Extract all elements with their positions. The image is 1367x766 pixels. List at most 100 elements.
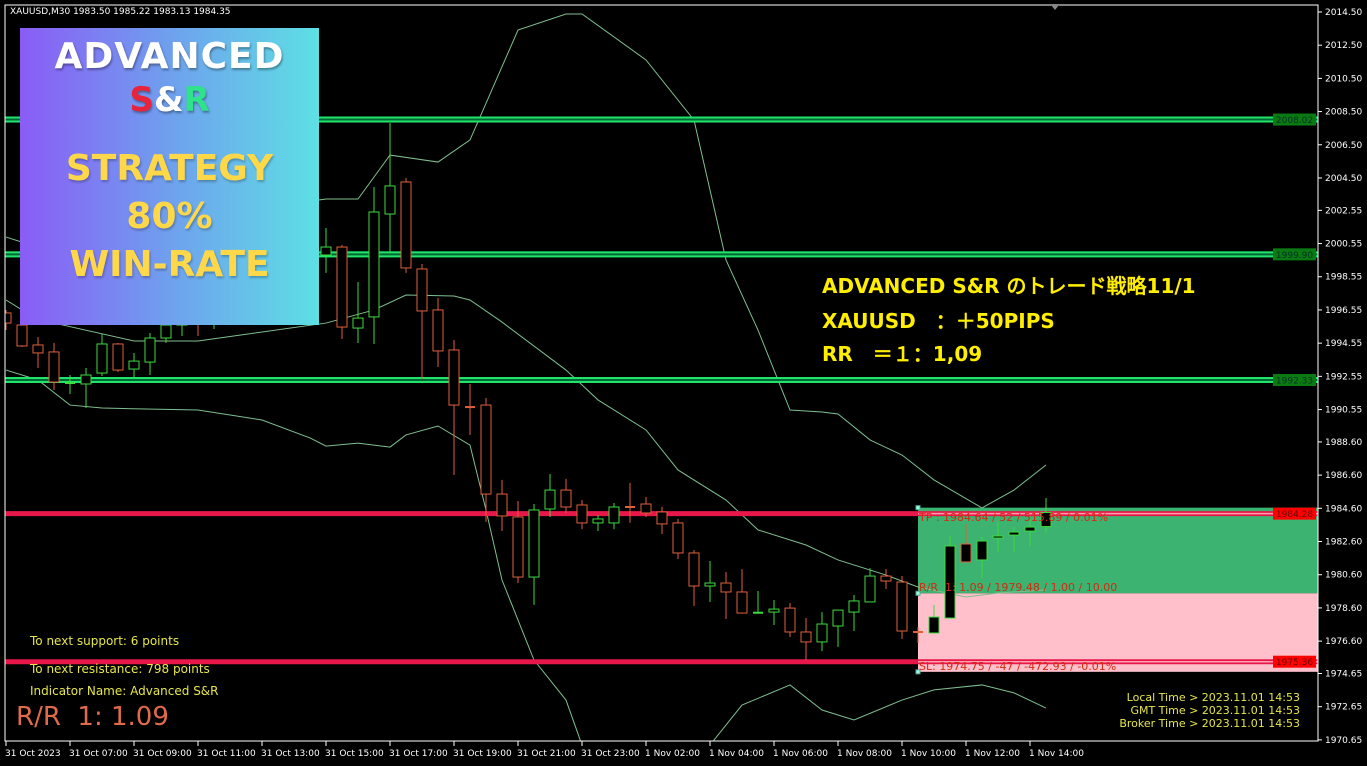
candle-body (800, 631, 812, 643)
candle-body (704, 582, 716, 587)
sl-handle[interactable] (915, 669, 921, 675)
price-tick-label: 1998.55 (1325, 273, 1362, 283)
candle (832, 609, 844, 647)
stop-loss-zone[interactable] (918, 593, 1318, 672)
time-axis[interactable]: 31 Oct 2023 31 Oct 07:00 31 Oct 09:00 31 Oc… (5, 741, 1084, 759)
candle (5, 309, 12, 331)
candle (576, 500, 588, 530)
candle (688, 549, 700, 606)
candle (753, 590, 763, 614)
candle-body (896, 581, 908, 632)
candle (880, 569, 892, 589)
price-tick-label: 1996.55 (1325, 306, 1362, 316)
indicator-name-text: Indicator Name: Advanced S&R (30, 684, 219, 698)
broker-time: Broker Time > 2023.11.01 14:53 (1119, 717, 1300, 730)
time-tick-label: 1 Nov 06:00 (773, 749, 828, 759)
banner-s: S (129, 80, 154, 120)
plot-frame (4, 4, 1319, 742)
candle (848, 594, 860, 631)
price-tick-label: 1970.65 (1325, 736, 1362, 746)
candle (496, 479, 508, 532)
candle-body (1008, 531, 1020, 536)
price-tick-label: 2004.50 (1325, 174, 1362, 184)
candle-body (688, 552, 700, 587)
candle (144, 333, 156, 376)
candle-body (640, 503, 652, 514)
time-tick-label: 31 Oct 19:00 (453, 749, 512, 759)
candles (5, 123, 1052, 661)
price-tick-label: 1982.60 (1325, 538, 1362, 548)
candle (544, 473, 556, 517)
candle-body (336, 246, 348, 328)
price-tick-label: 2002.55 (1325, 206, 1362, 216)
entry-handle[interactable] (915, 590, 921, 596)
candle (864, 568, 876, 603)
time-tick-label: 31 Oct 23:00 (581, 749, 640, 759)
candle (913, 627, 923, 643)
price-tick-label: 1976.60 (1325, 637, 1362, 647)
candle (336, 245, 348, 339)
candle (112, 342, 124, 373)
candle-body (112, 343, 124, 371)
time-tick-label: 31 Oct 07:00 (69, 749, 128, 759)
time-tick-label: 31 Oct 21:00 (517, 749, 576, 759)
candle (80, 368, 92, 409)
price-tick-label: 1978.60 (1325, 604, 1362, 614)
candle (625, 482, 635, 523)
candle (976, 537, 988, 579)
candle-body (400, 181, 412, 269)
price-tick-label: 1974.65 (1325, 669, 1362, 679)
price-tick-label: 2012.50 (1325, 41, 1362, 51)
rr-label: R/R 1: 1.09 / 1979.48 / 1.00 / 10.00 (919, 581, 1118, 594)
candle-body (592, 518, 604, 524)
resistance-price-tag (1273, 655, 1316, 668)
time-tick-label: 1 Nov 04:00 (709, 749, 764, 759)
time-tick-label: 1 Nov 02:00 (645, 749, 700, 759)
candle (736, 569, 748, 614)
candle-body (160, 324, 172, 339)
candle-body (48, 351, 60, 383)
candle (432, 297, 444, 368)
candle-body (352, 317, 364, 329)
candle-body (16, 324, 28, 347)
candle-body (784, 607, 796, 633)
candle-body (96, 343, 108, 374)
support-line[interactable] (5, 116, 1318, 123)
candle-body (832, 609, 844, 627)
candle (896, 576, 908, 639)
candle-body (880, 575, 892, 582)
price-axis[interactable]: 2014.50 2012.50 2010.50 2008.50 2006.50 2004.… (1318, 8, 1362, 746)
price-tick-label: 1986.60 (1325, 471, 1362, 481)
support-price-tag-text: 1999.90 (1276, 251, 1313, 261)
support-line[interactable] (5, 377, 1318, 383)
support-line[interactable] (5, 251, 1318, 258)
banner-r: R (183, 80, 210, 120)
resistance-price-tag-text: 1984.28 (1276, 510, 1313, 520)
candle-body (144, 337, 156, 363)
candle-body (672, 522, 684, 554)
candle (560, 478, 572, 513)
advanced-sr-banner: ADVANCED S&R STRATEGY 80% WIN-RATE (20, 28, 319, 325)
candle-body (944, 545, 956, 619)
candle-body (1040, 511, 1052, 528)
candle-body (768, 608, 780, 613)
local-time: Local Time > 2023.11.01 14:53 (1126, 691, 1300, 704)
candle-body (416, 268, 428, 312)
candle-body (432, 309, 444, 352)
candle-body (5, 312, 12, 324)
overlay-result: XAUUSD ：＋50PIPS (822, 309, 1055, 333)
tp-handle[interactable] (915, 505, 921, 511)
candle-body (384, 185, 396, 215)
price-tick-label: 1990.55 (1325, 406, 1362, 416)
position-box[interactable] (915, 505, 1318, 675)
time-tick-label: 1 Nov 10:00 (901, 749, 956, 759)
candle (1024, 517, 1036, 546)
candle-body (1024, 526, 1036, 532)
candle (928, 604, 940, 634)
chart-shift-marker-icon[interactable] (1051, 5, 1059, 10)
sl-label: SL: 1974.75 / -47 / -472.93 / -0.01% (919, 660, 1117, 673)
support-price-tag-text: 2008.02 (1276, 116, 1313, 126)
candle (704, 560, 716, 602)
candle (672, 518, 684, 559)
